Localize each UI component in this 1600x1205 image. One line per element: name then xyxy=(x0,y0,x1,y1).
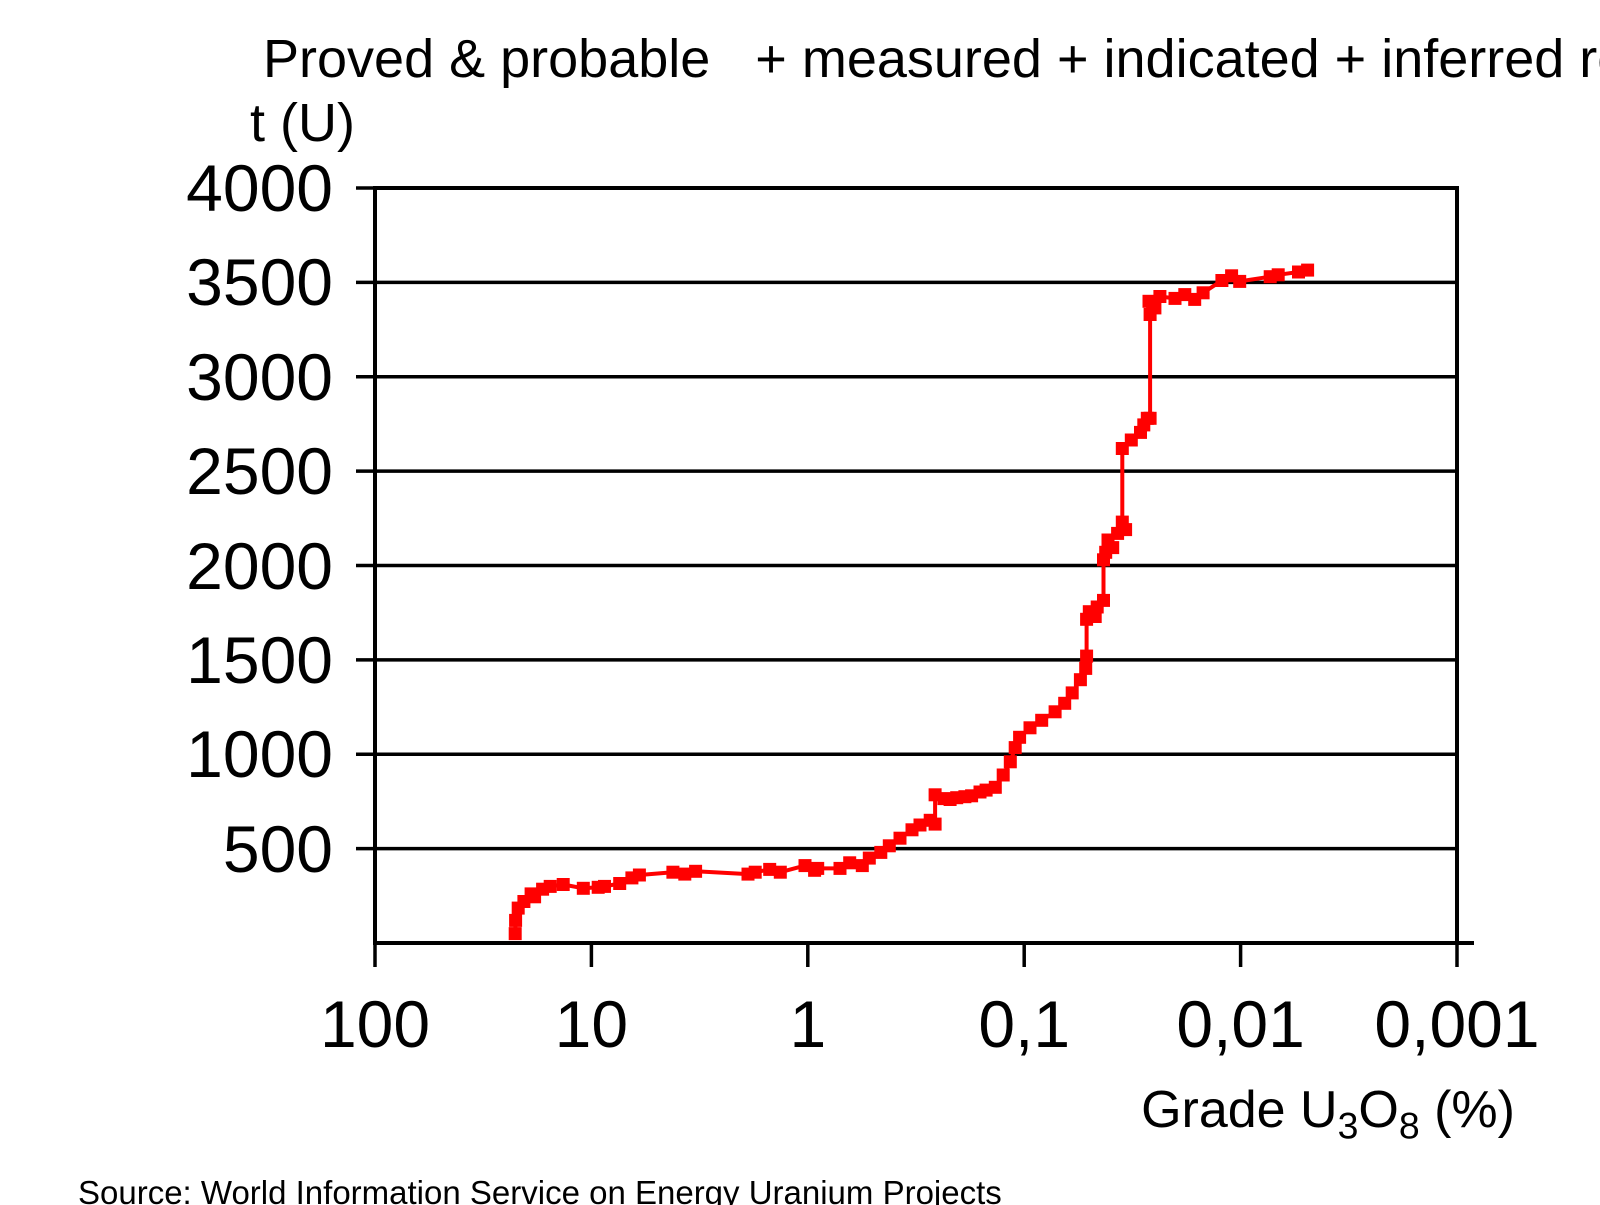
x-axis-title: Grade U3O8 (%) xyxy=(1141,1080,1515,1144)
y-axis-tick-label: 2500 xyxy=(186,434,333,509)
data-point-marker xyxy=(1143,411,1157,425)
source-note: Source: World Information Service on Ene… xyxy=(78,1090,1002,1205)
data-point-marker xyxy=(1079,661,1093,675)
data-point-marker xyxy=(1058,696,1072,710)
data-point-marker xyxy=(1003,755,1017,769)
y-axis-tick-label: 3000 xyxy=(186,339,333,414)
data-point-marker xyxy=(1196,286,1210,300)
x-axis-title-subscript: 8 xyxy=(1398,1104,1420,1147)
data-point-marker xyxy=(913,818,927,832)
x-axis-tick-label: 0,001 xyxy=(1374,987,1540,1061)
x-axis-title-subscript: 3 xyxy=(1337,1104,1359,1147)
data-point-marker xyxy=(576,881,590,895)
data-point-marker xyxy=(763,862,777,876)
data-point-marker xyxy=(1271,268,1285,282)
y-axis-tick-label: 3500 xyxy=(186,245,333,320)
data-point-marker xyxy=(598,879,611,893)
x-axis-tick-label: 1 xyxy=(789,987,827,1061)
x-axis-title-text: (%) xyxy=(1419,1081,1515,1139)
data-point-marker xyxy=(613,877,627,890)
y-axis-unit-label: t (U) xyxy=(250,93,355,153)
x-axis-tick-label: 0,1 xyxy=(978,987,1071,1061)
data-point-marker xyxy=(1097,593,1110,607)
chart-title: Proved & probable + measured + indicated… xyxy=(263,29,1600,89)
data-point-marker xyxy=(862,851,876,865)
y-axis-tick-label: 4000 xyxy=(186,151,333,225)
data-point-marker xyxy=(1023,721,1037,735)
data-point-marker xyxy=(1035,713,1049,727)
data-point-marker xyxy=(988,780,1002,794)
y-axis-tick-label: 500 xyxy=(222,811,333,886)
data-point-marker xyxy=(1008,741,1022,755)
data-point-marker xyxy=(556,878,570,891)
data-point-marker xyxy=(1233,274,1247,288)
data-point-marker xyxy=(773,865,787,879)
data-point-marker xyxy=(1073,673,1087,687)
data-point-marker xyxy=(1301,263,1315,277)
x-axis-title-text: Grade U xyxy=(1141,1081,1338,1139)
data-point-marker xyxy=(689,864,703,878)
data-point-marker xyxy=(1178,288,1192,302)
y-axis-tick-label: 1500 xyxy=(186,622,333,697)
data-point-marker xyxy=(996,768,1010,782)
x-axis-title-text: O xyxy=(1358,1081,1399,1139)
plot-frame xyxy=(373,186,1459,945)
data-point-marker xyxy=(1153,290,1167,303)
data-point-marker xyxy=(543,879,557,893)
x-axis-tick-label: 10 xyxy=(554,987,629,1061)
y-axis-tick-label: 2000 xyxy=(186,528,333,603)
data-point-marker xyxy=(928,817,942,831)
data-point-marker xyxy=(632,868,646,882)
data-point-marker xyxy=(508,927,522,941)
x-axis-tick-label: 100 xyxy=(319,987,431,1061)
data-point-marker xyxy=(748,865,762,879)
data-point-marker xyxy=(1013,730,1027,744)
data-point-marker xyxy=(1065,686,1079,700)
data-point-marker xyxy=(1080,649,1094,663)
source-line: Source: World Information Service on Ene… xyxy=(78,1174,1002,1205)
data-point-marker xyxy=(893,831,907,845)
data-point-marker xyxy=(1115,515,1129,529)
data-point-marker xyxy=(509,913,523,927)
data-point-marker xyxy=(1148,301,1162,315)
data-point-marker xyxy=(666,865,680,879)
y-axis-tick-label: 1000 xyxy=(186,717,333,792)
data-point-marker xyxy=(811,861,825,875)
x-axis-tick-label: 0,01 xyxy=(1176,987,1305,1061)
data-point-marker xyxy=(1168,291,1182,305)
data-point-marker xyxy=(882,839,896,853)
data-point-marker xyxy=(843,856,857,870)
data-point-marker xyxy=(678,867,692,881)
